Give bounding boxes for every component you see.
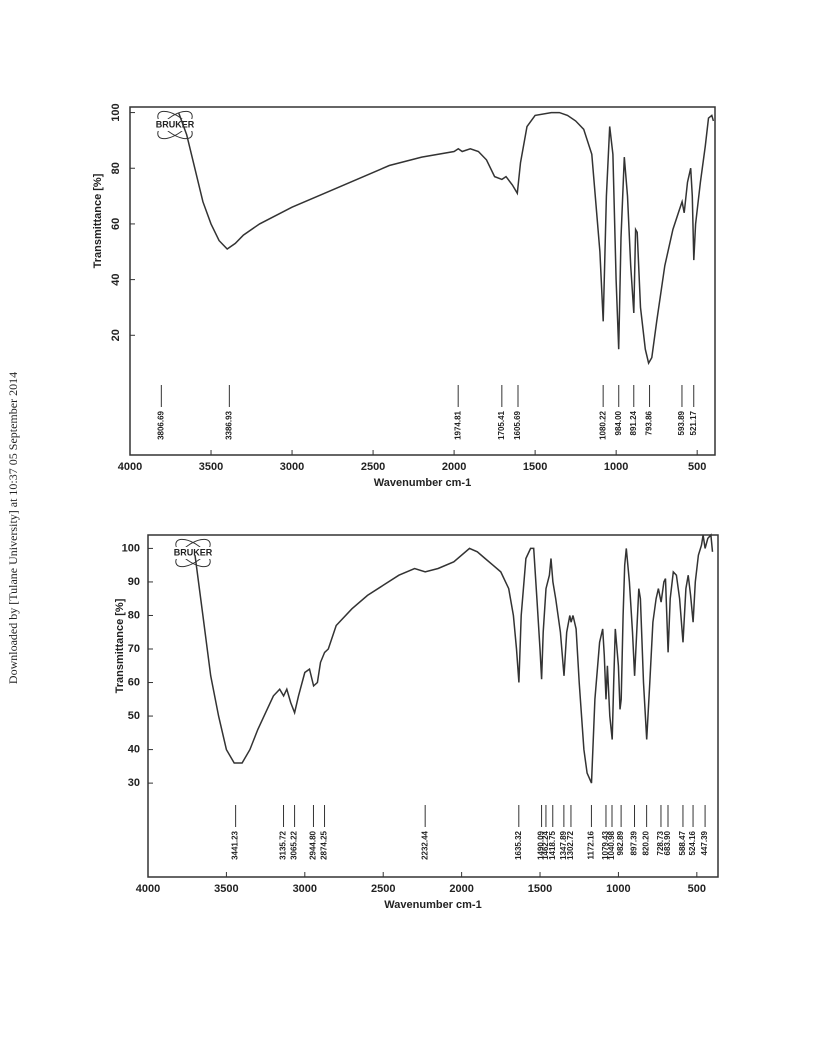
y-tick-label: 50 (128, 710, 140, 722)
peak-label: 984.00 (614, 410, 623, 435)
peak-label: 897.39 (630, 830, 639, 855)
x-tick-label: 3500 (214, 883, 238, 895)
x-tick-label: 3000 (280, 461, 304, 473)
logo-ring (175, 538, 211, 568)
x-tick-label: 500 (688, 461, 706, 473)
peak-label: 3065.22 (290, 830, 299, 859)
peak-label: 524.16 (688, 830, 697, 855)
peak-label: 1418.75 (548, 830, 557, 859)
peak-label: 1974.81 (453, 410, 462, 439)
logo-ring (157, 110, 193, 140)
y-tick-label: 100 (122, 542, 140, 554)
logo-ring (175, 538, 211, 568)
peak-label: 1080.22 (598, 410, 607, 439)
y-tick-label: 80 (110, 162, 122, 174)
x-tick-label: 4000 (118, 461, 142, 473)
peak-label: 2874.25 (320, 830, 329, 859)
x-tick-label: 3500 (199, 461, 223, 473)
y-tick-label: 20 (110, 329, 122, 341)
peak-label: 588.47 (678, 830, 687, 855)
logo-band (167, 547, 219, 559)
y-tick-label: 70 (128, 643, 140, 655)
peak-label: 521.17 (689, 410, 698, 435)
peak-label: 1079.43 (601, 830, 610, 859)
x-tick-label: 1500 (528, 883, 552, 895)
peak-label: 3806.69 (156, 410, 165, 439)
plot-frame (147, 534, 719, 878)
logo: BRUKER (156, 119, 195, 129)
y-tick-label: 30 (128, 777, 140, 789)
x-tick-label: 3000 (293, 883, 317, 895)
peak-label: 820.20 (642, 830, 651, 855)
peak-label: 1490.09 (537, 830, 546, 859)
x-tick-label: 1000 (604, 461, 628, 473)
x-tick-label: 2000 (449, 883, 473, 895)
x-tick-label: 500 (688, 883, 706, 895)
peak-label: 2232.44 (420, 830, 429, 859)
y-tick-label: 80 (128, 609, 140, 621)
x-tick-label: 1500 (523, 461, 547, 473)
x-tick-label: 2500 (371, 883, 395, 895)
plot-frame (129, 106, 716, 456)
x-tick-label: 2000 (442, 461, 466, 473)
side-note: Downloaded by [Tulane University] at 10:… (6, 372, 20, 684)
peak-label: 1040.98 (607, 830, 616, 859)
y-axis-title: Transmittance [%] (114, 598, 126, 693)
y-tick-label: 90 (128, 576, 140, 588)
peak-label: 1347.89 (559, 830, 568, 859)
peak-label: 1635.32 (514, 830, 523, 859)
peak-label: 447.39 (700, 830, 709, 855)
spectrum-line (177, 111, 715, 366)
peak-label: 1605.69 (513, 410, 522, 439)
x-tick-label: 1000 (606, 883, 630, 895)
spectrum-line (194, 533, 714, 784)
peak-label: 793.86 (645, 410, 654, 435)
x-tick-label: 4000 (136, 883, 160, 895)
x-tick-label: 2500 (361, 461, 385, 473)
peak-label: 2944.80 (309, 830, 318, 859)
y-tick-label: 40 (128, 743, 140, 755)
y-axis-title: Transmittance [%] (92, 173, 104, 268)
peak-label: 683.90 (663, 830, 672, 855)
peak-label: 593.89 (677, 410, 686, 435)
peak-label: 3441.23 (231, 830, 240, 859)
y-tick-label: 40 (110, 273, 122, 285)
peak-label: 1705.41 (497, 410, 506, 439)
peak-label: 982.89 (616, 830, 625, 855)
peak-label: 1462.24 (541, 830, 550, 859)
peak-label: 1172.16 (587, 830, 596, 859)
peak-label: 891.24 (629, 410, 638, 435)
y-tick-label: 60 (110, 218, 122, 230)
peak-label: 1302.72 (566, 830, 575, 859)
y-tick-label: 60 (128, 676, 140, 688)
peak-label: 728.73 (656, 830, 665, 855)
peak-label: 3386.93 (224, 410, 233, 439)
logo: BRUKER (174, 547, 213, 557)
y-tick-label: 100 (110, 103, 122, 121)
logo-band (149, 119, 201, 131)
peak-label: 3135.72 (279, 830, 288, 859)
x-axis-title: Wavenumber cm-1 (374, 477, 471, 489)
x-axis-title: Wavenumber cm-1 (384, 899, 481, 911)
